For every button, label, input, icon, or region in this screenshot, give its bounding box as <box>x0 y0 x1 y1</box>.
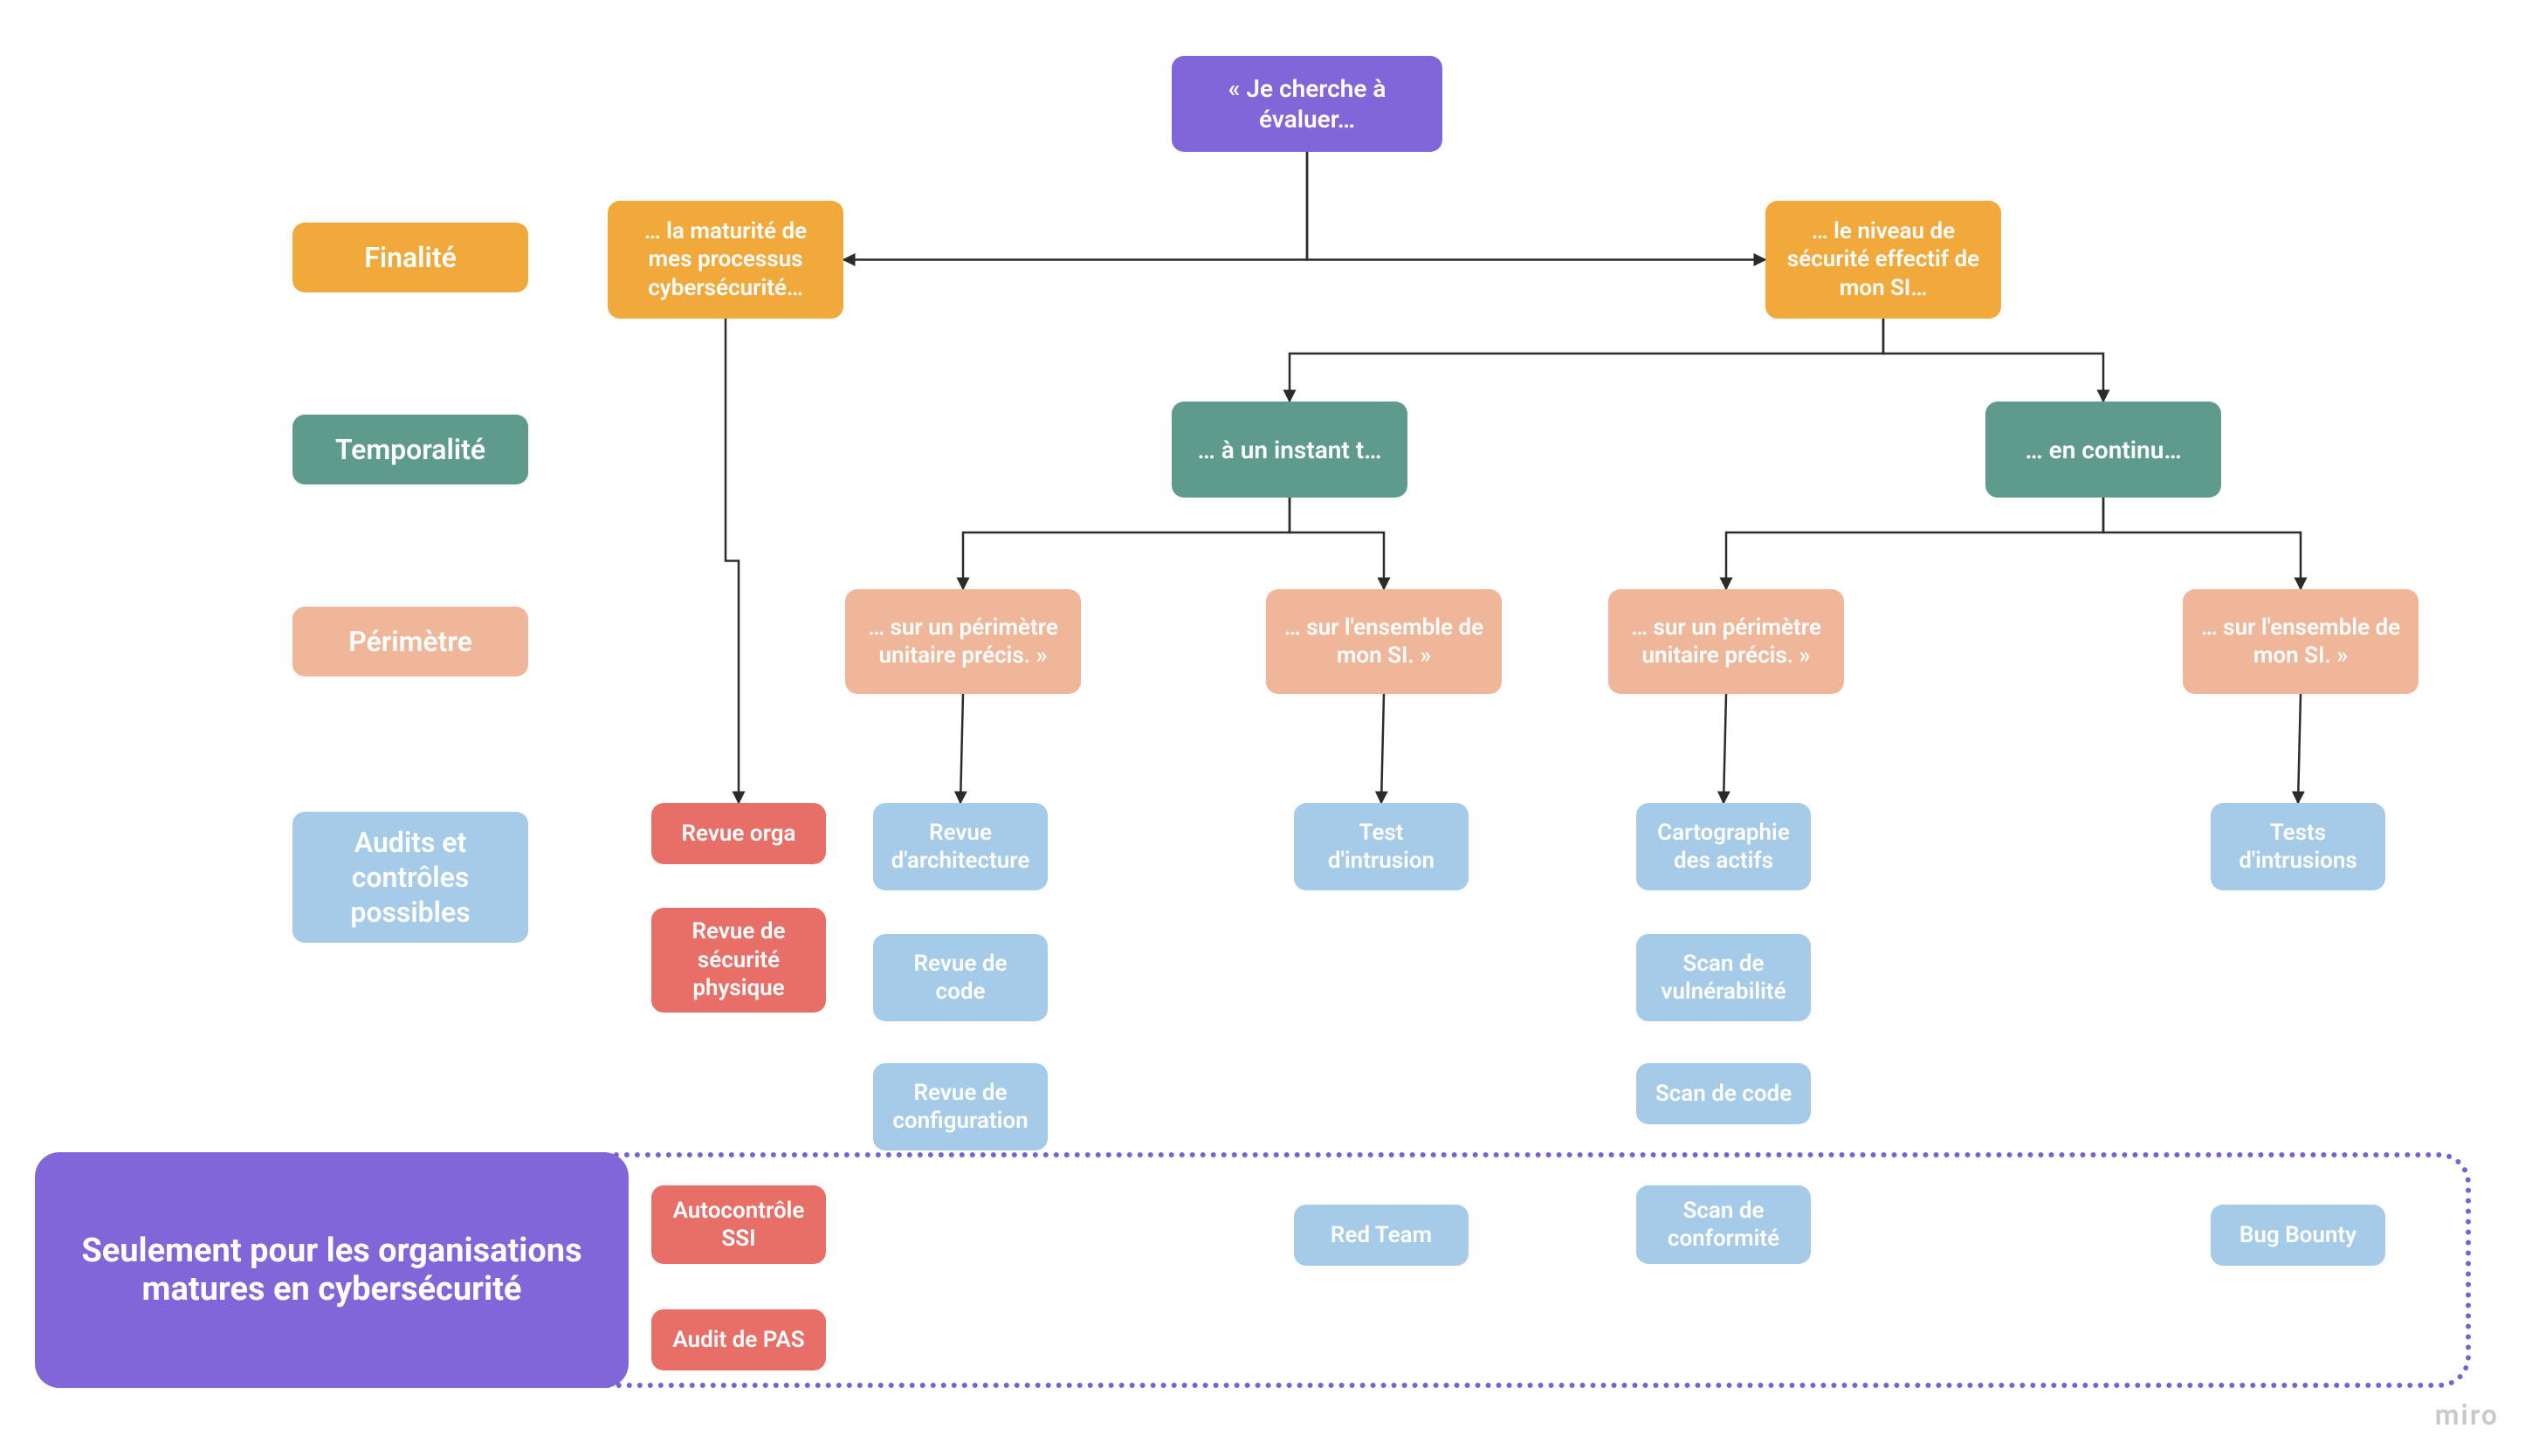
edge-fin_maturite-aud_revue_orga <box>726 319 739 803</box>
node-label-cat_perimetre: Périmètre <box>348 624 472 659</box>
node-label-aud_revue_orga: Revue orga <box>682 820 796 848</box>
node-temp_continu: … en continu… <box>1985 402 2221 498</box>
node-label-aud_scan_code: Scan de code <box>1655 1080 1792 1109</box>
node-peri_3: … sur un périmètre unitaire précis. » <box>1608 589 1844 694</box>
edge-temp_instant-peri_1 <box>963 498 1290 589</box>
node-aud_tests_intrusions: Tests d'intrusions <box>2211 803 2385 890</box>
node-label-aud_revue_arch: Revue d'architecture <box>889 819 1032 876</box>
edge-root-fin_maturite <box>843 152 1307 260</box>
node-label-cat_finalite: Finalité <box>364 240 457 275</box>
node-cat_audits: Audits et contrôles possibles <box>292 812 528 943</box>
node-aud_test_intrusion: Test d'intrusion <box>1294 803 1469 890</box>
node-label-temp_continu: … en continu… <box>2025 435 2181 465</box>
node-temp_instant: … à un instant t… <box>1172 402 1407 498</box>
edge-temp_instant-peri_2 <box>1290 498 1384 589</box>
node-aud_cartographie: Cartographie des actifs <box>1636 803 1811 890</box>
node-label-cat_audits: Audits et contrôles possibles <box>308 825 513 930</box>
node-label-fin_niveau: … le niveau de sécurité effectif de mon … <box>1781 217 1985 303</box>
miro-watermark: miro <box>2435 1398 2499 1432</box>
node-label-peri_3: … sur un périmètre unitaire précis. » <box>1624 614 1828 670</box>
node-fin_maturite: … la maturité de mes processus cybersécu… <box>608 201 843 319</box>
mature-only-box: Seulement pour les organisations matures… <box>35 1152 629 1388</box>
node-label-aud_bug_bounty: Bug Bounty <box>2240 1221 2357 1250</box>
node-label-aud_cartographie: Cartographie des actifs <box>1652 819 1795 876</box>
edge-peri_2-aud_test_intrusion <box>1381 694 1384 803</box>
node-label-peri_2: … sur l'ensemble de mon SI. » <box>1282 614 1486 670</box>
node-aud_scan_code: Scan de code <box>1636 1063 1811 1124</box>
node-peri_4: … sur l'ensemble de mon SI. » <box>2183 589 2418 694</box>
node-root: « Je cherche à évaluer… <box>1172 56 1442 152</box>
node-aud_revue_phys: Revue de sécurité physique <box>651 908 826 1013</box>
node-aud_revue_orga: Revue orga <box>651 803 826 864</box>
mature-only-label: Seulement pour les organisations matures… <box>61 1232 602 1308</box>
node-label-aud_scan_vuln: Scan de vulnérabilité <box>1652 950 1795 1006</box>
edge-peri_1-aud_revue_arch <box>960 694 963 803</box>
diagram-canvas: Seulement pour les organisations matures… <box>0 0 2532 1456</box>
node-aud_revue_code: Revue de code <box>873 934 1048 1021</box>
node-aud_revue_config: Revue de configuration <box>873 1063 1048 1150</box>
node-label-aud_revue_config: Revue de configuration <box>889 1079 1032 1136</box>
node-label-aud_tests_intrusions: Tests d'intrusions <box>2226 819 2370 876</box>
node-label-aud_audit_pas: Audit de PAS <box>672 1326 804 1355</box>
node-aud_audit_pas: Audit de PAS <box>651 1309 826 1370</box>
edge-peri_4-aud_tests_intrusions <box>2298 694 2301 803</box>
edge-fin_niveau-temp_continu <box>1883 319 2103 402</box>
node-aud_scan_vuln: Scan de vulnérabilité <box>1636 934 1811 1021</box>
node-label-aud_revue_phys: Revue de sécurité physique <box>667 917 810 1003</box>
node-aud_autocontrole: Autocontrôle SSI <box>651 1185 826 1264</box>
node-label-peri_1: … sur un périmètre unitaire précis. » <box>861 614 1065 670</box>
edge-temp_continu-peri_4 <box>2103 498 2301 589</box>
node-label-root: « Je cherche à évaluer… <box>1187 73 1427 134</box>
node-label-aud_autocontrole: Autocontrôle SSI <box>667 1197 810 1253</box>
node-label-cat_temporalite: Temporalité <box>335 432 485 467</box>
node-aud_revue_arch: Revue d'architecture <box>873 803 1048 890</box>
mature-dashed-container <box>323 1152 2471 1388</box>
node-cat_finalite: Finalité <box>292 223 528 292</box>
node-aud_scan_conf: Scan de conformité <box>1636 1185 1811 1264</box>
node-fin_niveau: … le niveau de sécurité effectif de mon … <box>1765 201 2001 319</box>
node-aud_bug_bounty: Bug Bounty <box>2211 1205 2385 1266</box>
node-peri_1: … sur un périmètre unitaire précis. » <box>845 589 1081 694</box>
node-cat_perimetre: Périmètre <box>292 607 528 676</box>
edge-fin_niveau-temp_instant <box>1290 319 1883 402</box>
node-label-aud_red_team: Red Team <box>1331 1221 1432 1250</box>
node-label-aud_scan_conf: Scan de conformité <box>1652 1197 1795 1253</box>
edge-peri_3-aud_cartographie <box>1724 694 1726 803</box>
node-label-aud_revue_code: Revue de code <box>889 950 1032 1006</box>
node-label-fin_maturite: … la maturité de mes processus cybersécu… <box>623 217 828 303</box>
node-label-aud_test_intrusion: Test d'intrusion <box>1310 819 1453 876</box>
node-aud_red_team: Red Team <box>1294 1205 1469 1266</box>
node-cat_temporalite: Temporalité <box>292 415 528 484</box>
edge-root-fin_niveau <box>1307 152 1765 260</box>
node-label-peri_4: … sur l'ensemble de mon SI. » <box>2198 614 2403 670</box>
node-label-temp_instant: … à un instant t… <box>1198 435 1382 465</box>
node-peri_2: … sur l'ensemble de mon SI. » <box>1266 589 1502 694</box>
edge-temp_continu-peri_3 <box>1726 498 2103 589</box>
